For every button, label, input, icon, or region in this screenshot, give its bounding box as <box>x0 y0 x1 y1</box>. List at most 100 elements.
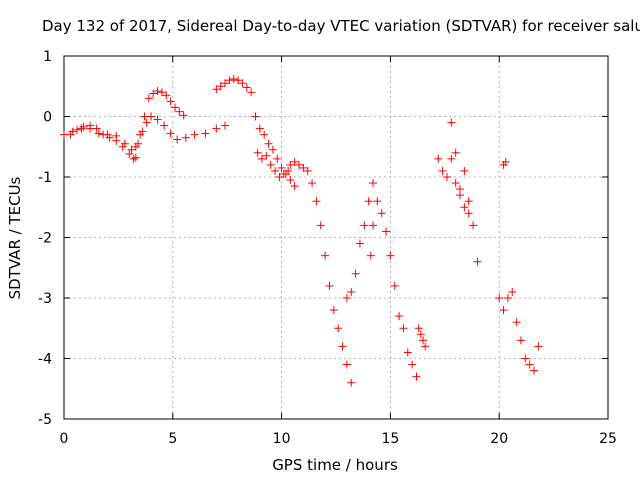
data-point <box>181 133 190 142</box>
x-tick-label: 20 <box>490 431 508 447</box>
data-point <box>127 145 136 154</box>
data-point <box>290 157 299 166</box>
data-point <box>464 197 473 206</box>
data-point <box>434 154 443 163</box>
data-point <box>138 127 147 136</box>
data-point <box>460 166 469 175</box>
data-point <box>408 360 417 369</box>
data-point <box>153 87 162 96</box>
data-point <box>499 306 508 315</box>
data-point <box>262 151 271 160</box>
data-point <box>456 185 465 194</box>
data-point <box>229 74 238 83</box>
data-point <box>286 176 295 185</box>
data-point <box>469 221 478 230</box>
data-point <box>419 336 428 345</box>
x-tick-label: 10 <box>273 431 291 447</box>
data-point <box>403 348 412 357</box>
data-point <box>225 76 234 85</box>
data-point <box>271 166 280 175</box>
data-point <box>495 294 504 302</box>
data-point <box>325 281 334 290</box>
data-point <box>268 145 277 154</box>
data-point <box>60 130 68 139</box>
y-tick-label: -5 <box>38 412 52 428</box>
data-point <box>201 129 210 138</box>
data-point <box>321 251 330 260</box>
data-point <box>142 118 151 127</box>
y-tick-label: -4 <box>38 352 52 368</box>
data-point <box>442 173 451 181</box>
tick-layer: 0 5 10 15 20 25 -5 -4 -3 -2 -1 0 1 <box>38 49 617 447</box>
y-tick-label: -2 <box>38 231 52 247</box>
data-point <box>338 342 347 351</box>
y-tick-label: -1 <box>38 170 52 186</box>
data-point <box>373 197 382 206</box>
x-tick-label: 25 <box>599 431 617 447</box>
data-point <box>355 239 364 248</box>
data-point <box>144 94 153 103</box>
data-point <box>368 179 377 188</box>
data-point <box>286 160 295 169</box>
data-points <box>60 74 543 387</box>
x-axis-label: GPS time / hours <box>272 456 398 474</box>
data-point <box>351 269 360 278</box>
data-point <box>94 129 103 138</box>
data-point <box>295 160 304 169</box>
data-point <box>255 124 264 133</box>
data-point <box>216 82 225 91</box>
data-point <box>68 127 77 136</box>
data-point <box>342 294 351 302</box>
data-point <box>534 342 543 351</box>
data-point <box>170 103 179 112</box>
data-point <box>399 324 408 333</box>
data-point <box>464 209 473 218</box>
data-point <box>247 88 256 97</box>
data-point <box>112 131 121 140</box>
data-point <box>347 378 356 387</box>
data-point <box>260 130 269 139</box>
data-point <box>179 111 188 120</box>
data-point <box>221 79 230 88</box>
data-point <box>386 251 395 260</box>
data-point <box>234 76 243 85</box>
data-point <box>149 89 158 98</box>
data-point <box>103 130 112 139</box>
data-point <box>516 336 525 345</box>
data-point <box>277 163 286 172</box>
data-point <box>366 251 375 260</box>
data-point <box>275 173 284 181</box>
data-point <box>299 163 308 172</box>
chart-title: Day 132 of 2017, Sidereal Day-to-day VTE… <box>42 17 640 35</box>
data-point <box>166 129 175 138</box>
data-point <box>175 107 184 116</box>
x-tick-label: 5 <box>168 431 177 447</box>
data-point <box>530 366 539 375</box>
data-point <box>73 125 82 134</box>
data-point <box>390 281 399 290</box>
data-point <box>140 112 149 121</box>
data-point <box>460 203 469 212</box>
data-point <box>125 150 134 159</box>
data-point <box>360 221 369 230</box>
data-point <box>377 209 386 218</box>
data-point <box>242 83 251 92</box>
data-point <box>503 294 512 302</box>
data-point <box>157 88 166 97</box>
data-point <box>77 124 86 133</box>
data-point <box>166 97 175 106</box>
data-point <box>290 182 299 191</box>
data-point <box>368 221 377 230</box>
data-point <box>316 221 325 230</box>
data-point <box>212 85 221 94</box>
data-point <box>131 153 140 162</box>
data-point <box>147 112 156 121</box>
data-point <box>438 166 447 175</box>
data-point <box>303 166 312 175</box>
data-point <box>364 197 373 206</box>
y-tick-label: 1 <box>43 49 52 65</box>
data-point <box>508 287 517 296</box>
data-point <box>512 318 521 327</box>
data-point <box>238 79 247 88</box>
y-tick-label: 0 <box>43 110 52 126</box>
